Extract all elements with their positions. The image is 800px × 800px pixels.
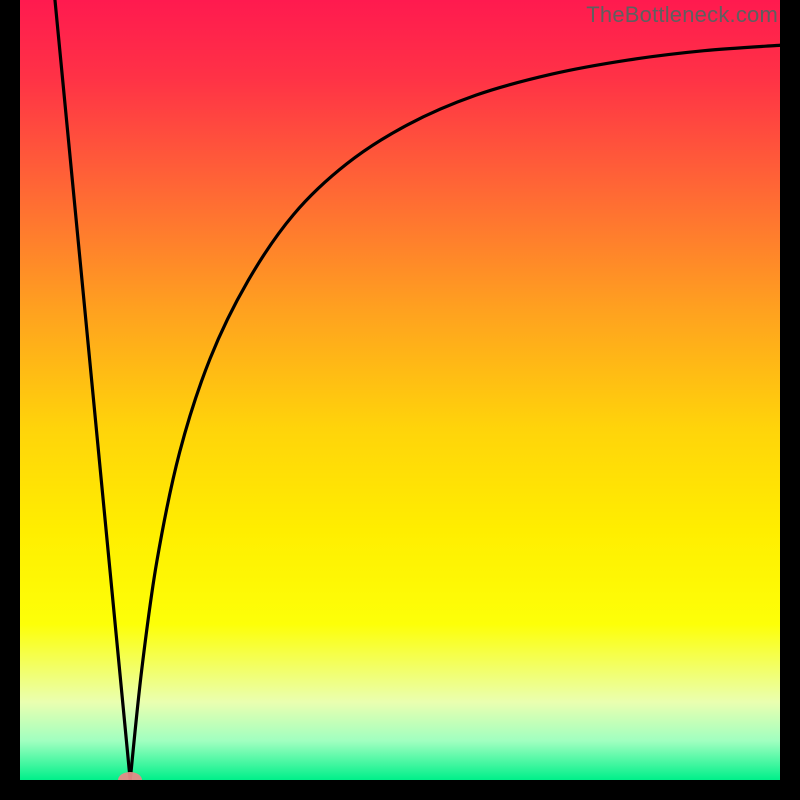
frame-bottom (0, 780, 800, 800)
chart-container: TheBottleneck.com (0, 0, 800, 800)
frame-right (780, 0, 800, 800)
curve-left-branch (55, 0, 130, 780)
attribution-watermark: TheBottleneck.com (586, 2, 778, 28)
frame-left (0, 0, 20, 800)
curve-right-branch (130, 45, 780, 780)
curve-layer (20, 0, 780, 780)
